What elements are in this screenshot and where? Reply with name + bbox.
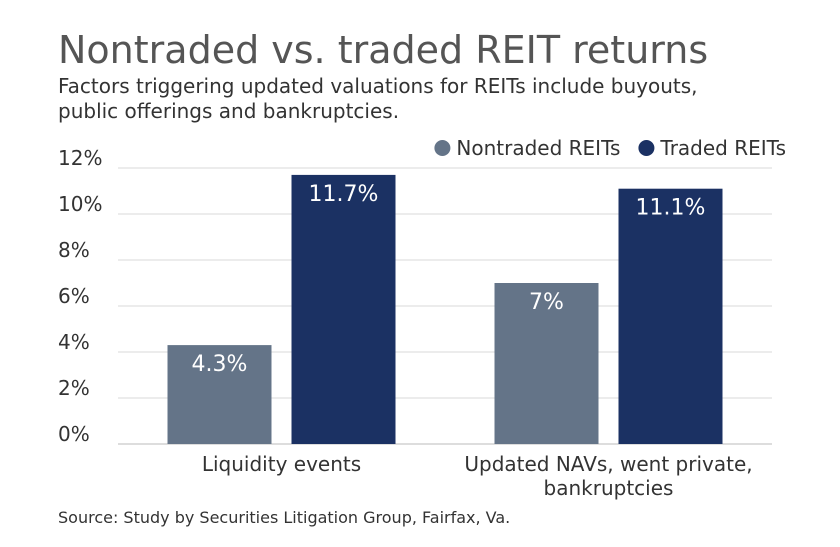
y-tick-label: 12%	[58, 146, 102, 170]
bar	[618, 188, 723, 444]
bar	[167, 345, 272, 444]
legend-swatch	[638, 140, 655, 156]
source-note: Source: Study by Securities Litigation G…	[58, 508, 511, 527]
legend-label: Nontraded REITs	[456, 136, 620, 160]
x-tick-label: Updated NAVs, went private,	[464, 452, 752, 476]
y-tick-label: 4%	[58, 330, 90, 354]
x-axis: Liquidity events Updated NAVs, went priva…	[202, 452, 753, 500]
data-label: 11.1%	[636, 196, 706, 221]
x-tick-label: bankruptcies	[544, 476, 674, 500]
x-tick-label: Liquidity events	[202, 452, 361, 476]
data-label: 7%	[529, 290, 564, 315]
y-tick-label: 8%	[58, 238, 90, 262]
data-label: 11.7%	[309, 182, 379, 207]
bar	[494, 283, 599, 444]
bar	[291, 174, 396, 444]
y-axis: 0% 2% 4% 6% 8% 10% 12%	[58, 146, 102, 446]
legend: Traded REITs Nontraded REITs	[434, 136, 786, 160]
y-tick-label: 0%	[58, 422, 90, 446]
legend-label: Traded REITs	[659, 136, 786, 160]
y-tick-label: 2%	[58, 376, 90, 400]
legend-swatch	[434, 140, 451, 156]
bars: 4.3% 7% 11.7% 11.1%	[167, 174, 723, 444]
y-tick-label: 10%	[58, 192, 102, 216]
chart-subtitle: Factors triggering updated valuations fo…	[58, 74, 698, 123]
chart-title: Nontraded vs. traded REIT returns	[58, 28, 709, 72]
y-tick-label: 6%	[58, 284, 90, 308]
data-label: 4.3%	[192, 352, 248, 377]
